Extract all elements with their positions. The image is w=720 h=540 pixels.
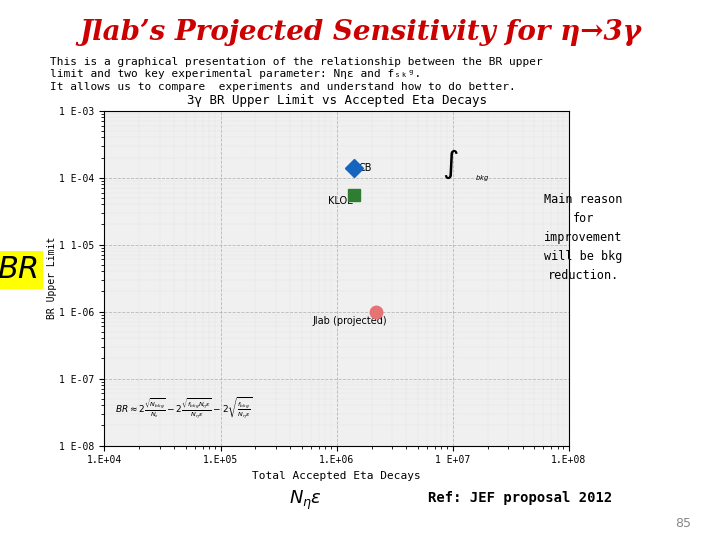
Text: Ref: JEF proposal 2012: Ref: JEF proposal 2012 [428, 491, 613, 505]
Text: limit and two key experimental parameter: Nηε and fₛₖᵍ.: limit and two key experimental parameter… [50, 69, 422, 79]
Text: Jlab’s Projected Sensitivity for η→3γ: Jlab’s Projected Sensitivity for η→3γ [79, 19, 641, 46]
Text: 85: 85 [675, 517, 691, 530]
Title: 3γ BR Upper Limit vs Accepted Eta Decays: 3γ BR Upper Limit vs Accepted Eta Decays [186, 94, 487, 107]
Text: Jlab (projected): Jlab (projected) [312, 316, 387, 326]
Text: KLOE: KLOE [328, 196, 353, 206]
Text: $N_\eta\varepsilon$: $N_\eta\varepsilon$ [289, 488, 323, 511]
Text: $BR$: $BR$ [0, 255, 39, 285]
Y-axis label: BR Upper Limit: BR Upper Limit [47, 237, 57, 319]
Text: Main reason
for
improvement
will be bkg
reduction.: Main reason for improvement will be bkg … [544, 193, 622, 282]
Text: CB: CB [359, 163, 372, 173]
X-axis label: Total Accepted Eta Decays: Total Accepted Eta Decays [252, 471, 421, 481]
Text: It allows us to compare  experiments and understand how to do better.: It allows us to compare experiments and … [50, 82, 516, 92]
Text: This is a graphical presentation of the relationship between the BR upper: This is a graphical presentation of the … [50, 57, 543, 67]
